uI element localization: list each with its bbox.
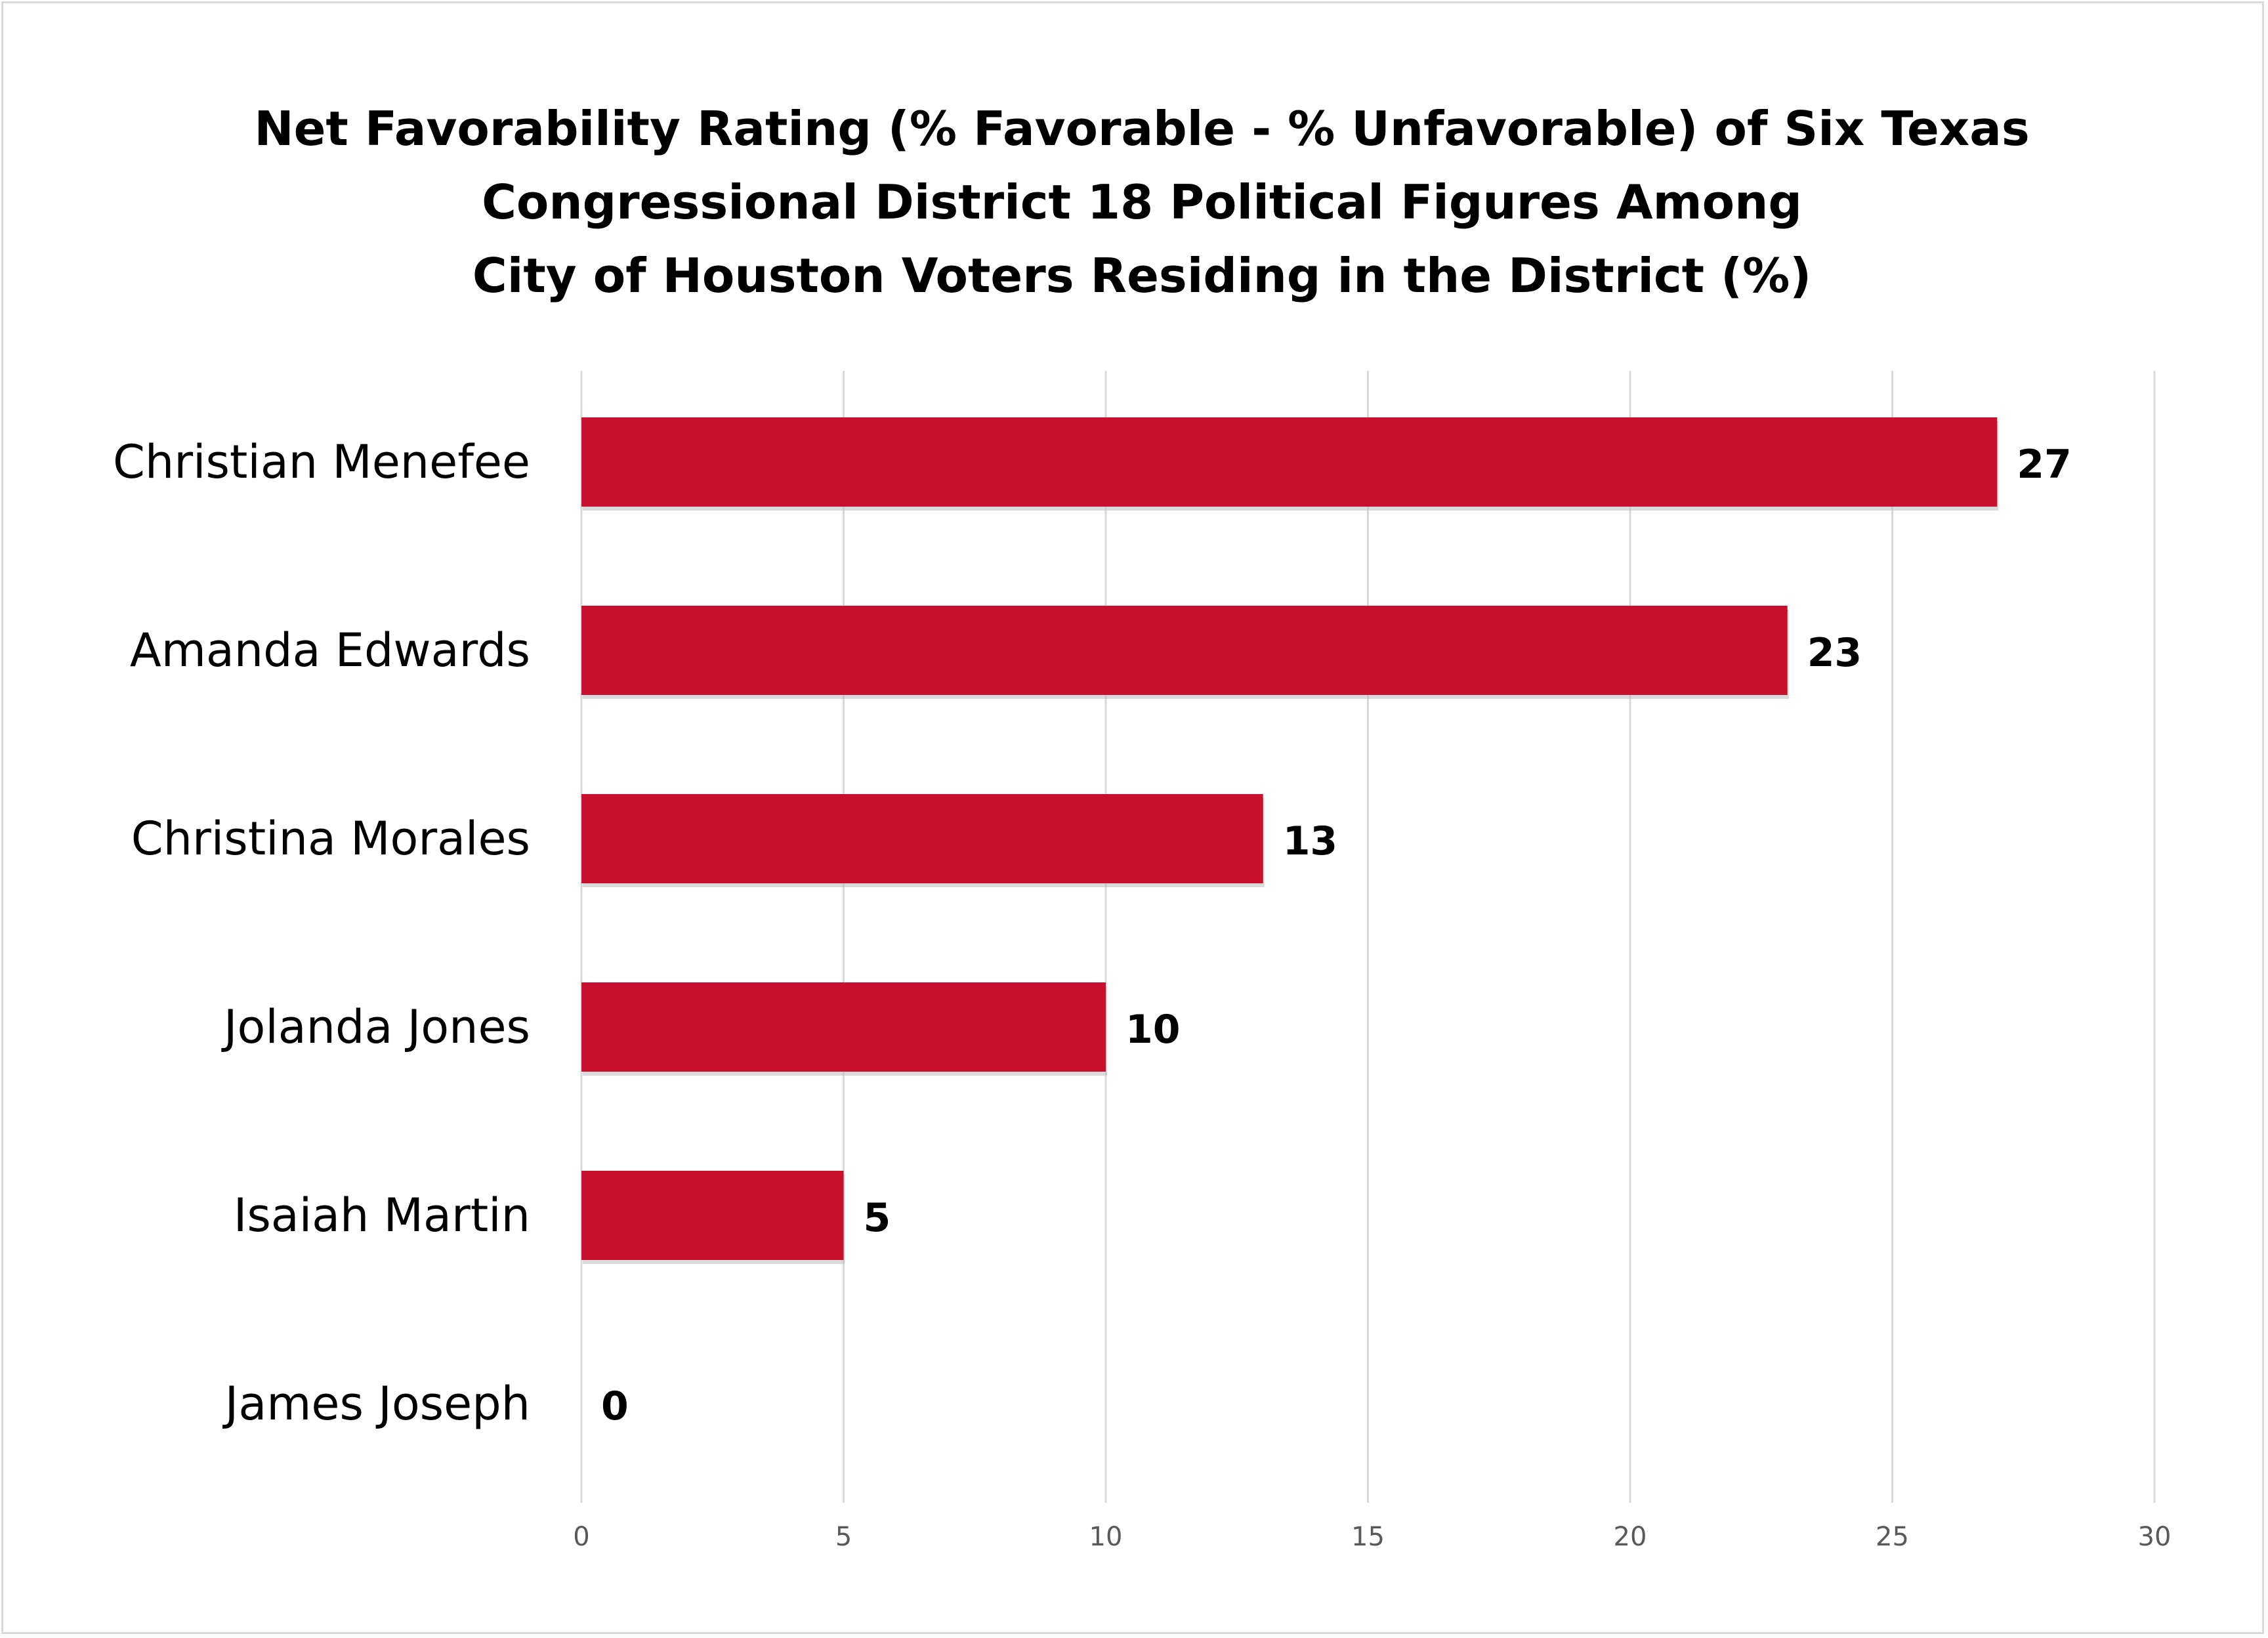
data-label: 13 [1283,818,1338,864]
chart-title: Net Favorability Rating (% Favorable - %… [197,92,2087,312]
bar [581,1171,844,1260]
x-tick-label: 15 [1351,1522,1385,1552]
x-tick-label: 30 [2138,1522,2172,1552]
chart-title-line-3: City of Houston Voters Residing in the D… [472,248,1812,303]
x-axis-tick-labels: 0 5 10 15 20 25 30 [573,1522,2171,1552]
category-label: Amanda Edwards [130,623,530,677]
data-label: 10 [1125,1007,1181,1053]
category-label: Jolanda Jones [221,1000,530,1054]
data-label: 23 [1807,630,1862,676]
gridlines [580,371,2156,1503]
category-label: James Joseph [222,1377,530,1431]
data-label: 27 [2017,442,2072,488]
bars [581,417,1999,1264]
x-tick-label: 5 [835,1522,852,1552]
data-label: 5 [864,1195,891,1241]
bar [581,417,1998,507]
x-tick-label: 20 [1614,1522,1647,1552]
bar [581,606,1788,695]
chart-title-line-1: Net Favorability Rating (% Favorable - %… [254,101,2030,156]
category-labels: Christian Menefee Amanda Edwards Christina… [113,435,530,1431]
chart-title-line-2: Congressional District 18 Political Figu… [482,175,1802,230]
x-tick-label: 25 [1876,1522,1909,1552]
x-tick-label: 10 [1089,1522,1123,1552]
category-label: Isaiah Martin [234,1188,530,1242]
x-tick-label: 0 [573,1522,589,1552]
bar [581,794,1263,883]
bar [581,982,1106,1072]
category-label: Christian Menefee [113,435,530,489]
data-label: 0 [601,1383,629,1429]
category-label: Christina Morales [131,812,530,866]
data-labels: 27 23 13 10 5 0 [601,442,2072,1429]
